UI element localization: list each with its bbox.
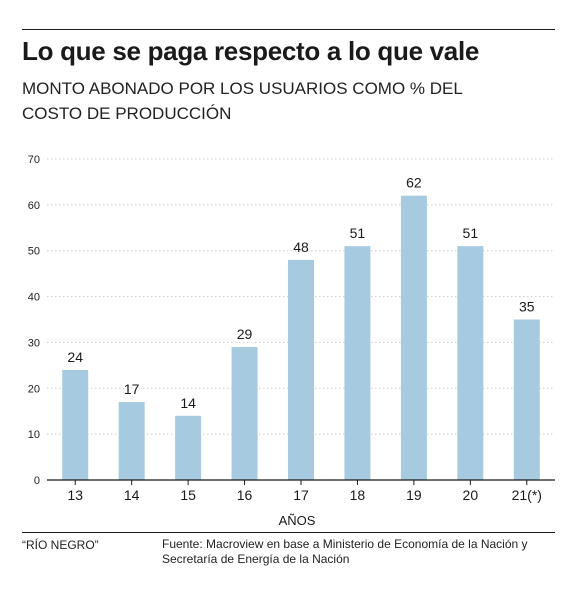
x-tick-label: 15 [180, 487, 196, 503]
footer-credit: “RÍO NEGRO” [22, 538, 99, 552]
bar-20 [457, 246, 484, 480]
top-rule [22, 29, 555, 30]
x-tick-label: 16 [237, 487, 253, 503]
bars [62, 195, 540, 480]
bar-21 [513, 319, 540, 480]
y-tick-label: 60 [28, 200, 40, 212]
value-label: 62 [406, 175, 422, 191]
value-label: 29 [237, 326, 253, 342]
chart-title: Lo que se paga respecto a lo que vale [22, 36, 480, 66]
bar-18 [344, 246, 371, 480]
x-tick-label: 14 [124, 487, 140, 503]
value-label: 51 [463, 225, 479, 241]
x-tick-label: 21(*) [512, 487, 542, 503]
footer-source: Fuente: Macroview en base a Ministerio d… [162, 537, 528, 566]
value-labels: 24 17 14 29 48 51 62 51 35 [67, 175, 534, 411]
value-label: 35 [519, 299, 535, 315]
chart-subtitle: MONTO ABONADO POR LOS USUARIOS COMO % DE… [22, 79, 463, 123]
bar-16 [231, 347, 258, 480]
y-axis-ticks: 0 10 20 30 40 50 60 70 [28, 154, 40, 487]
y-tick-label: 20 [28, 383, 40, 395]
y-tick-label: 50 [28, 246, 40, 258]
bar-19 [400, 195, 427, 480]
value-label: 14 [180, 395, 196, 411]
x-tick-label: 13 [67, 487, 83, 503]
value-label: 17 [124, 381, 140, 397]
y-tick-label: 70 [28, 154, 40, 166]
bar-13 [62, 369, 89, 480]
x-axis-label: AÑOS [279, 513, 316, 528]
y-tick-label: 10 [28, 429, 40, 441]
value-label: 24 [67, 349, 83, 365]
x-tick-label: 17 [293, 487, 309, 503]
y-tick-label: 40 [28, 292, 40, 304]
x-tick-label: 19 [406, 487, 422, 503]
bar-15 [175, 415, 202, 480]
x-axis-ticks: 13 14 15 16 17 18 19 20 21(*) [67, 480, 542, 503]
y-tick-label: 30 [28, 337, 40, 349]
y-tick-label: 0 [34, 475, 40, 487]
x-tick-label: 18 [350, 487, 366, 503]
value-label: 51 [350, 225, 366, 241]
bar-14 [118, 402, 145, 480]
bottom-rule [22, 532, 555, 533]
x-tick-label: 20 [463, 487, 479, 503]
bar-17 [288, 259, 314, 480]
value-label: 48 [293, 239, 309, 255]
